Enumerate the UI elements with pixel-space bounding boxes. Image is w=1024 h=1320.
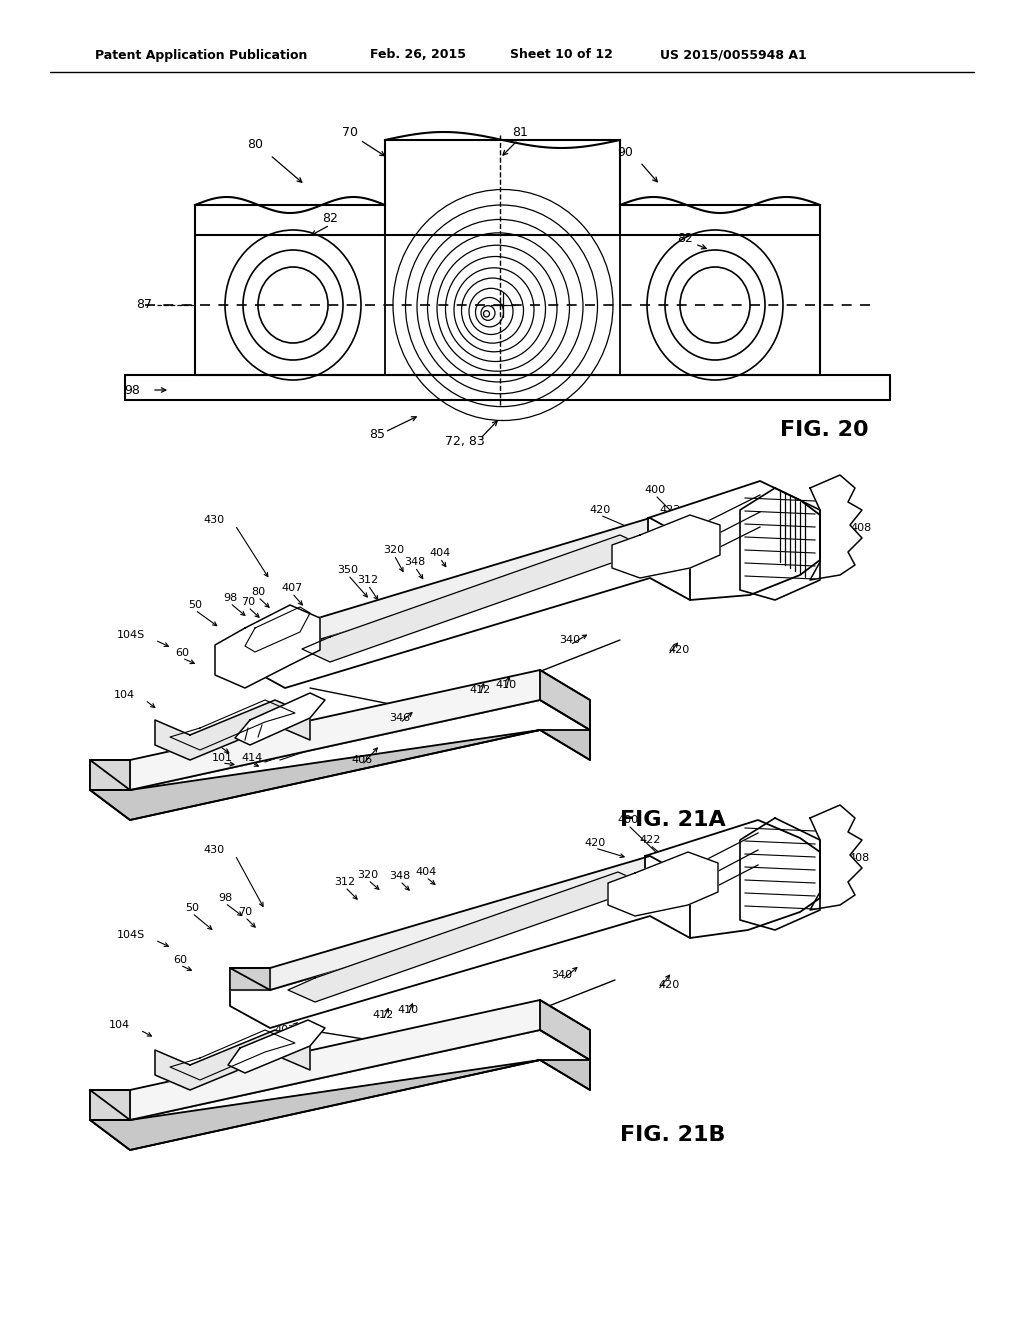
Text: 420: 420 bbox=[668, 645, 689, 655]
Polygon shape bbox=[245, 540, 690, 688]
Text: 348: 348 bbox=[404, 557, 426, 568]
Text: 400: 400 bbox=[644, 484, 666, 495]
Text: 104S: 104S bbox=[117, 931, 145, 940]
Polygon shape bbox=[90, 1060, 590, 1150]
Polygon shape bbox=[90, 1030, 590, 1150]
Text: 407: 407 bbox=[282, 583, 303, 593]
Text: 50: 50 bbox=[188, 601, 202, 610]
Polygon shape bbox=[540, 1001, 590, 1060]
Text: 104S: 104S bbox=[117, 630, 145, 640]
Text: 412: 412 bbox=[469, 685, 490, 696]
Text: 80: 80 bbox=[247, 139, 263, 152]
Text: 348: 348 bbox=[389, 871, 411, 880]
Text: 422: 422 bbox=[659, 506, 681, 515]
Text: 414: 414 bbox=[242, 752, 262, 763]
Polygon shape bbox=[540, 671, 590, 730]
Text: 340: 340 bbox=[559, 635, 581, 645]
Polygon shape bbox=[810, 805, 862, 909]
Polygon shape bbox=[155, 700, 310, 760]
Polygon shape bbox=[288, 873, 645, 1002]
Polygon shape bbox=[740, 488, 820, 601]
Text: 50: 50 bbox=[185, 903, 199, 913]
Text: 320: 320 bbox=[383, 545, 404, 554]
Polygon shape bbox=[245, 517, 690, 649]
Polygon shape bbox=[245, 628, 285, 649]
Polygon shape bbox=[810, 475, 862, 579]
Text: 60: 60 bbox=[173, 954, 187, 965]
Text: 82: 82 bbox=[677, 231, 693, 244]
Text: 90: 90 bbox=[617, 145, 633, 158]
Text: 420: 420 bbox=[585, 838, 605, 847]
Polygon shape bbox=[228, 1020, 325, 1073]
Text: 82: 82 bbox=[323, 211, 338, 224]
Polygon shape bbox=[612, 515, 720, 578]
Text: 70: 70 bbox=[241, 597, 255, 607]
Text: 80: 80 bbox=[251, 587, 265, 597]
Polygon shape bbox=[90, 760, 130, 789]
Text: Feb. 26, 2015: Feb. 26, 2015 bbox=[370, 49, 466, 62]
Polygon shape bbox=[230, 968, 270, 990]
Polygon shape bbox=[608, 851, 718, 916]
Text: 87: 87 bbox=[136, 298, 152, 312]
Text: 410: 410 bbox=[397, 1005, 419, 1015]
Text: 70: 70 bbox=[342, 127, 358, 140]
Polygon shape bbox=[230, 878, 690, 1028]
Text: 420: 420 bbox=[590, 506, 610, 515]
Text: 98: 98 bbox=[124, 384, 140, 396]
Text: 420: 420 bbox=[658, 979, 679, 990]
Polygon shape bbox=[234, 693, 325, 744]
Polygon shape bbox=[230, 855, 690, 990]
Text: 101: 101 bbox=[212, 752, 232, 763]
Text: 422: 422 bbox=[639, 836, 660, 845]
Text: 400: 400 bbox=[617, 814, 639, 825]
Text: 84: 84 bbox=[211, 735, 225, 744]
Text: 408: 408 bbox=[850, 523, 871, 533]
Text: 104: 104 bbox=[109, 1020, 130, 1030]
Text: 81: 81 bbox=[512, 127, 528, 140]
Polygon shape bbox=[155, 1030, 310, 1090]
Text: FIG. 21A: FIG. 21A bbox=[620, 810, 726, 830]
Polygon shape bbox=[90, 671, 590, 789]
Text: 98: 98 bbox=[223, 593, 238, 603]
Text: 407: 407 bbox=[274, 1026, 296, 1035]
Text: 404: 404 bbox=[429, 548, 451, 558]
Text: 340: 340 bbox=[552, 970, 572, 979]
Polygon shape bbox=[90, 1001, 590, 1119]
Text: 98: 98 bbox=[218, 894, 232, 903]
Text: 430: 430 bbox=[204, 515, 225, 525]
Polygon shape bbox=[740, 818, 820, 931]
Text: 404: 404 bbox=[416, 867, 436, 876]
Text: Patent Application Publication: Patent Application Publication bbox=[95, 49, 307, 62]
Polygon shape bbox=[648, 480, 820, 601]
Text: Sheet 10 of 12: Sheet 10 of 12 bbox=[510, 49, 613, 62]
Text: 430: 430 bbox=[204, 845, 225, 855]
Polygon shape bbox=[90, 700, 590, 820]
Text: FIG. 20: FIG. 20 bbox=[780, 420, 868, 440]
Text: 350: 350 bbox=[338, 565, 358, 576]
Text: 104: 104 bbox=[114, 690, 135, 700]
Text: US 2015/0055948 A1: US 2015/0055948 A1 bbox=[660, 49, 807, 62]
Text: 72, 83: 72, 83 bbox=[445, 436, 485, 449]
Polygon shape bbox=[90, 1090, 130, 1119]
Text: 60: 60 bbox=[175, 648, 189, 657]
Text: 406: 406 bbox=[351, 755, 373, 766]
Polygon shape bbox=[90, 730, 590, 820]
Text: FIG. 21B: FIG. 21B bbox=[620, 1125, 725, 1144]
Text: 312: 312 bbox=[357, 576, 379, 585]
Text: 410: 410 bbox=[496, 680, 516, 690]
Text: 408: 408 bbox=[848, 853, 869, 863]
Text: 412: 412 bbox=[373, 1010, 393, 1020]
Polygon shape bbox=[302, 535, 648, 663]
Text: 312: 312 bbox=[335, 876, 355, 887]
Text: 70: 70 bbox=[238, 907, 252, 917]
Polygon shape bbox=[215, 605, 319, 688]
Text: 346: 346 bbox=[389, 713, 411, 723]
Text: 85: 85 bbox=[369, 429, 385, 441]
Text: 320: 320 bbox=[357, 870, 379, 880]
Polygon shape bbox=[645, 820, 820, 939]
